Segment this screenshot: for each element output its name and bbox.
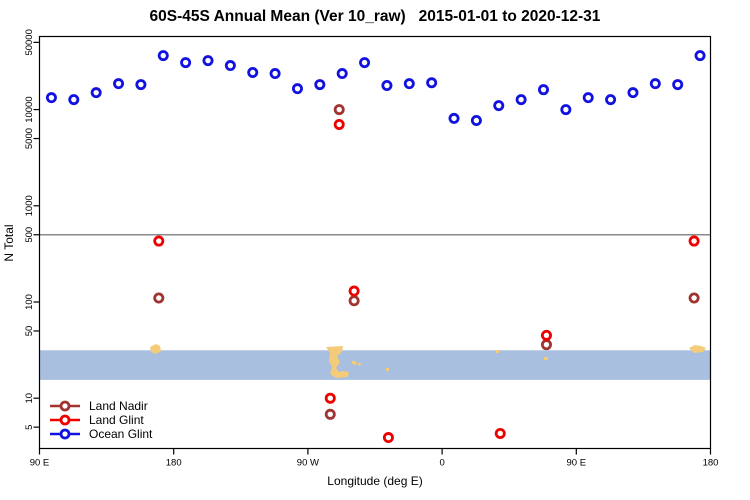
y-tick-label: 500 — [24, 227, 35, 243]
legend-label-land-glint: Land Glint — [89, 413, 144, 427]
y-tick-label: 1000 — [24, 195, 35, 216]
land-glint-marker-icon — [50, 414, 80, 426]
y-tick-label: 100 — [24, 294, 35, 310]
data-point-ocean-glint — [291, 83, 303, 95]
data-point-ocean-glint — [314, 79, 326, 91]
data-point-ocean-glint — [627, 87, 639, 99]
map-land-falkland-islands-west — [352, 361, 357, 365]
data-point-ocean-glint — [582, 92, 594, 104]
x-axis-title: Longitude (deg E) — [327, 474, 423, 488]
data-point-ocean-glint — [470, 115, 482, 127]
data-point-ocean-glint — [157, 50, 169, 62]
legend-item-ocean-glint: Ocean Glint — [48, 427, 152, 441]
data-point-ocean-glint — [336, 68, 348, 80]
x-tick-label: 90 W — [297, 458, 319, 469]
data-point-ocean-glint — [672, 79, 684, 91]
land-nadir-marker-icon — [50, 400, 80, 412]
data-point-ocean-glint — [381, 79, 393, 91]
data-point-land-nadir — [153, 292, 165, 304]
data-point-land-nadir — [540, 339, 552, 351]
ocean-glint-marker-icon — [50, 428, 80, 440]
map-land-south-georgia — [386, 368, 389, 371]
data-point-land-nadir — [348, 295, 360, 307]
y-tick-label: 5000 — [24, 128, 35, 149]
y-tick-label: 50 — [24, 326, 35, 337]
map-land-falkland-islands-east — [358, 363, 361, 366]
data-point-ocean-glint — [605, 94, 617, 106]
legend: Land Nadir Land Glint Ocean Glint — [48, 399, 152, 441]
data-point-land-glint — [324, 392, 336, 404]
data-point-land-nadir — [688, 292, 700, 304]
y-tick-label: 10 — [24, 393, 35, 404]
data-point-ocean-glint — [90, 87, 102, 99]
data-point-ocean-glint — [45, 92, 57, 104]
data-point-land-nadir — [333, 104, 345, 116]
data-point-ocean-glint — [224, 60, 236, 72]
data-point-ocean-glint — [403, 78, 415, 90]
data-point-ocean-glint — [202, 55, 214, 67]
x-tick-label: 90 E — [30, 458, 50, 469]
data-point-ocean-glint — [135, 79, 147, 91]
data-point-ocean-glint — [113, 78, 125, 90]
data-point-ocean-glint — [180, 57, 192, 69]
y-tick-label: 5 — [24, 425, 35, 430]
data-point-ocean-glint — [694, 50, 706, 62]
data-point-land-glint — [382, 432, 394, 444]
data-point-ocean-glint — [269, 68, 281, 80]
data-point-land-glint — [688, 235, 700, 247]
map-land-new-zealand-east — [689, 345, 706, 353]
x-tick-label: 180 — [703, 458, 719, 469]
map-land-kerguelen — [544, 357, 548, 360]
y-tick-label: 10000 — [24, 96, 35, 122]
legend-item-land-nadir: Land Nadir — [48, 399, 152, 413]
map-land-island-speck — [496, 350, 499, 353]
y-tick-label: 50000 — [24, 29, 35, 55]
data-point-land-glint — [333, 118, 345, 130]
data-point-ocean-glint — [359, 57, 371, 69]
legend-item-land-glint: Land Glint — [48, 413, 152, 427]
y-axis-title: N Total — [2, 224, 16, 262]
data-point-ocean-glint — [448, 112, 460, 124]
data-point-ocean-glint — [68, 94, 80, 106]
data-point-ocean-glint — [515, 94, 527, 106]
data-point-ocean-glint — [537, 84, 549, 96]
data-point-ocean-glint — [560, 104, 572, 116]
legend-label-land-nadir: Land Nadir — [89, 399, 148, 413]
data-point-ocean-glint — [426, 77, 438, 89]
plot-box — [38, 35, 712, 450]
data-point-land-nadir — [324, 408, 336, 420]
map-band-ocean — [39, 350, 711, 380]
x-tick-label: 90 E — [567, 458, 587, 469]
data-point-land-glint — [540, 329, 552, 341]
data-point-land-glint — [494, 427, 506, 439]
x-tick-label: 0 — [439, 458, 444, 469]
chart-title: 60S-45S Annual Mean (Ver 10_raw) 2015-01… — [149, 8, 601, 25]
x-tick-label: 180 — [166, 458, 182, 469]
data-point-ocean-glint — [247, 66, 259, 78]
map-land-south-america — [326, 346, 349, 378]
data-point-land-glint — [348, 285, 360, 297]
data-point-ocean-glint — [649, 78, 661, 90]
map-land-new-zealand-west — [150, 344, 161, 354]
data-point-ocean-glint — [493, 100, 505, 112]
legend-label-ocean-glint: Ocean Glint — [89, 427, 153, 441]
data-point-land-glint — [153, 235, 165, 247]
